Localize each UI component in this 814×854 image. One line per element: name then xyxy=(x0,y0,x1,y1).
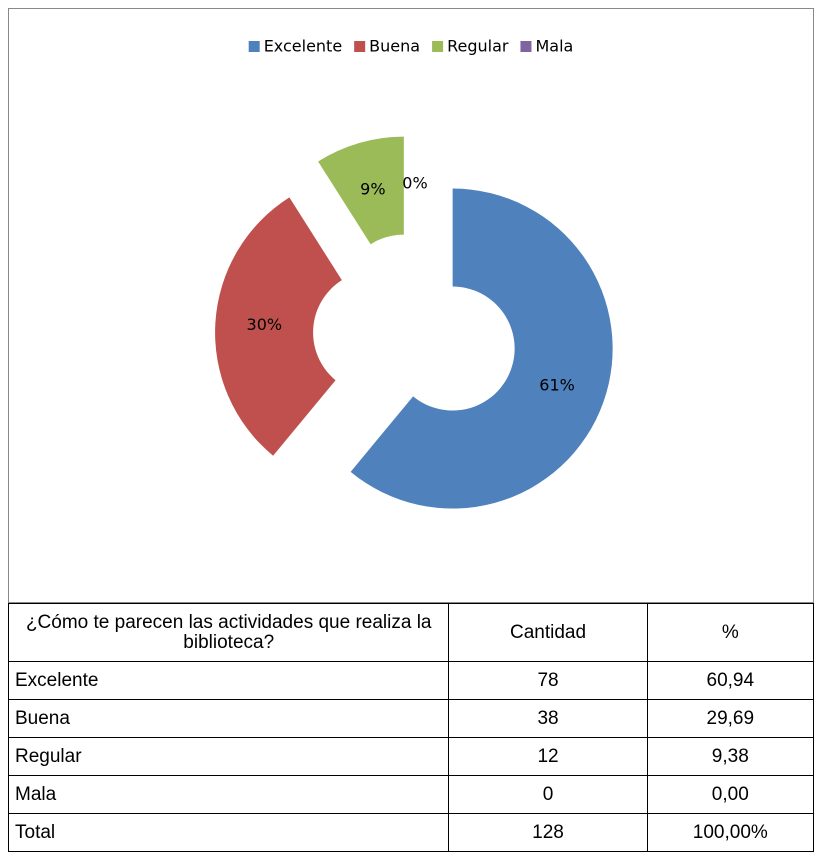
table-cell: Total xyxy=(7,813,450,852)
chart-border xyxy=(8,8,814,603)
slice xyxy=(318,136,404,245)
data-label: 30% xyxy=(247,315,283,334)
table-cell: Mala xyxy=(7,775,450,814)
header-cell: % xyxy=(646,603,814,662)
legend-label: Excelente xyxy=(264,37,342,56)
header-cell: ¿Cómo te parecen las actividades que rea… xyxy=(7,603,450,662)
legend-label: Mala xyxy=(535,37,573,56)
table-cell: 100,00% xyxy=(646,813,814,852)
legend-swatch xyxy=(248,41,260,52)
data-label: 0% xyxy=(402,174,427,193)
table-cell: Regular xyxy=(7,737,450,776)
legend-swatch xyxy=(432,41,444,52)
table-cell: 60,94 xyxy=(646,661,814,700)
table-cell: 29,69 xyxy=(646,699,814,738)
table-cell: 38 xyxy=(448,699,648,738)
header-cell: Cantidad xyxy=(448,603,648,662)
table-cell: Buena xyxy=(7,699,450,738)
table-cell: 0,00 xyxy=(646,775,814,814)
table-cell: 128 xyxy=(448,813,648,852)
table-row: Excelente 78 60,94 xyxy=(7,661,814,700)
chart: Excelente Buena Regular Mala 61% 30% 9% 0% xyxy=(8,8,814,603)
legend-label: Buena xyxy=(369,37,420,56)
legend-swatch xyxy=(354,41,366,52)
table-row: Total 128 100,00% xyxy=(7,813,814,852)
table-row: Buena 38 29,69 xyxy=(7,699,814,738)
table-cell: Excelente xyxy=(7,661,450,700)
table-cell: 9,38 xyxy=(646,737,814,776)
legend-swatch xyxy=(520,41,532,52)
data-table: ¿Cómo te parecen las actividades que rea… xyxy=(7,603,814,852)
header-row: ¿Cómo te parecen las actividades que rea… xyxy=(7,603,814,662)
slice xyxy=(215,197,342,456)
data-label: 9% xyxy=(360,179,385,198)
table-row: Regular 12 9,38 xyxy=(7,737,814,776)
table-row: Mala 0 0,00 xyxy=(7,775,814,814)
legend-label: Regular xyxy=(447,37,509,56)
table-cell: 0 xyxy=(448,775,648,814)
table-cell: 12 xyxy=(448,737,648,776)
slice xyxy=(350,188,613,509)
data-label: 61% xyxy=(539,376,575,395)
table-cell: 78 xyxy=(448,661,648,700)
